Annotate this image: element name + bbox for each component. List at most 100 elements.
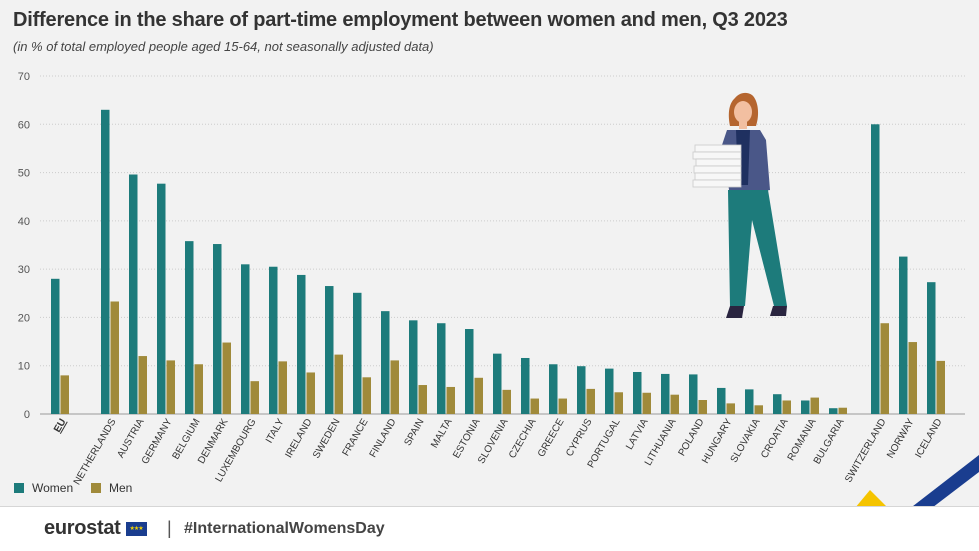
bar-men-italy: [278, 361, 287, 414]
y-tick-label: 70: [18, 71, 30, 83]
x-tick-label: FRANCE: [341, 417, 371, 458]
bar-women-slovakia: [745, 389, 754, 414]
x-tick-label: ICELAND: [913, 417, 944, 460]
woman-with-documents-illustration: [692, 92, 787, 318]
bar-women-eu: [51, 278, 60, 414]
bar-women-spain: [409, 320, 418, 414]
y-tick-label: 20: [18, 312, 30, 324]
bar-men-slovenia: [502, 389, 511, 414]
x-tick-label: ITALY: [264, 417, 287, 446]
bar-men-sweden: [334, 354, 343, 414]
bar-women-germany: [157, 183, 166, 414]
bar-women-sweden: [325, 286, 334, 414]
bars: [51, 109, 945, 415]
bar-men-luxembourg: [250, 381, 259, 414]
bar-men-hungary: [726, 403, 735, 414]
eurostat-wordmark: eurostat: [44, 517, 121, 539]
bar-men-austria: [138, 356, 147, 414]
bar-women-poland: [689, 374, 698, 414]
y-tick-label: 30: [18, 264, 30, 276]
bar-men-lithuania: [670, 394, 679, 414]
bar-men-netherlands: [110, 301, 119, 414]
legend-men-label: Men: [109, 481, 133, 495]
bar-women-austria: [129, 174, 138, 414]
bar-men-croatia: [782, 400, 791, 414]
bar-women-portugal: [605, 368, 614, 414]
x-tick-label: CYPRUS: [564, 417, 595, 459]
bar-women-cyprus: [577, 366, 586, 414]
x-tick-label: CZECHIA: [507, 417, 539, 461]
bar-women-denmark: [213, 244, 222, 414]
bar-women-hungary: [717, 387, 726, 414]
bar-women-czechia: [521, 357, 530, 414]
bar-men-belgium: [194, 364, 203, 414]
bar-men-denmark: [222, 342, 231, 414]
chart-subtitle: (in % of total employed people aged 15-6…: [13, 39, 434, 54]
x-tick-label: POLAND: [677, 417, 707, 458]
hashtag-link[interactable]: #InternationalWomensDay: [184, 520, 385, 537]
bar-men-greece: [558, 398, 567, 414]
bar-women-slovenia: [493, 353, 502, 414]
legend-women: Women: [14, 481, 73, 495]
legend-women-label: Women: [32, 481, 74, 495]
x-tick-label: NORWAY: [885, 417, 917, 461]
bar-men-france: [362, 377, 371, 414]
grid-lines: [40, 75, 965, 415]
legend-men: Men: [91, 481, 132, 495]
bar-men-romania: [810, 397, 819, 414]
bar-men-germany: [166, 360, 175, 414]
bar-women-greece: [549, 364, 558, 414]
bar-women-malta: [437, 323, 446, 414]
bar-men-poland: [698, 399, 707, 414]
bar-women-iceland: [927, 282, 936, 414]
bar-men-malta: [446, 386, 455, 414]
x-tick-label: SPAIN: [402, 417, 426, 448]
bar-men-finland: [390, 360, 399, 414]
footer: [0, 506, 979, 551]
bar-men-czechia: [530, 398, 539, 414]
bar-women-ireland: [297, 274, 306, 414]
x-tick-label: CROATIA: [759, 417, 791, 461]
x-tick-label: ESTONIA: [451, 417, 483, 461]
bar-women-france: [353, 292, 362, 414]
legend-women-swatch: [14, 483, 24, 493]
bar-men-switzerland: [880, 323, 889, 414]
y-axis: 0 10 20 30 40 50 60 70: [18, 71, 30, 421]
x-tick-label: EU: [52, 417, 68, 435]
bar-women-bulgaria: [829, 408, 838, 414]
bar-women-finland: [381, 311, 390, 414]
x-axis-labels: EU NETHERLANDSAUSTRIAGERMANYBELGIUMDENMAR…: [52, 417, 944, 487]
y-tick-label: 50: [18, 168, 30, 180]
x-tick-label: SLOVAKIA: [729, 417, 763, 465]
y-tick-label: 60: [18, 119, 30, 131]
bar-men-portugal: [614, 392, 623, 414]
bar-women-italy: [269, 266, 278, 414]
legend-men-swatch: [91, 483, 101, 493]
x-tick-label: IRELAND: [283, 417, 314, 460]
bar-women-luxembourg: [241, 264, 250, 414]
x-tick-label: AUSTRIA: [115, 417, 146, 460]
bar-men-norway: [908, 342, 917, 414]
y-tick-label: 0: [24, 409, 30, 421]
bar-women-norway: [899, 256, 908, 414]
bar-women-lithuania: [661, 373, 670, 414]
bar-men-bulgaria: [838, 407, 847, 414]
y-tick-label: 40: [18, 216, 30, 228]
x-tick-label: NETHERLANDS: [72, 417, 119, 487]
bar-women-belgium: [185, 241, 194, 414]
bar-men-estonia: [474, 377, 483, 414]
chart-title: Difference in the share of part-time emp…: [13, 9, 788, 31]
bar-men-slovakia: [754, 405, 763, 414]
x-tick-label: FINLAND: [368, 417, 399, 460]
eu-flag-icon: ★★★: [125, 521, 147, 536]
x-tick-label: SWITZERLAND: [843, 417, 888, 485]
bar-men-spain: [418, 385, 427, 414]
bar-women-estonia: [465, 329, 474, 414]
bar-women-latvia: [633, 371, 642, 414]
footer-separator: |: [167, 518, 172, 538]
x-tick-label: SWEDEN: [311, 417, 342, 461]
eurostat-logo: eurostat ★★★: [44, 517, 147, 540]
bar-men-latvia: [642, 392, 651, 414]
y-tick-label: 10: [18, 361, 30, 373]
bar-women-romania: [801, 400, 810, 414]
